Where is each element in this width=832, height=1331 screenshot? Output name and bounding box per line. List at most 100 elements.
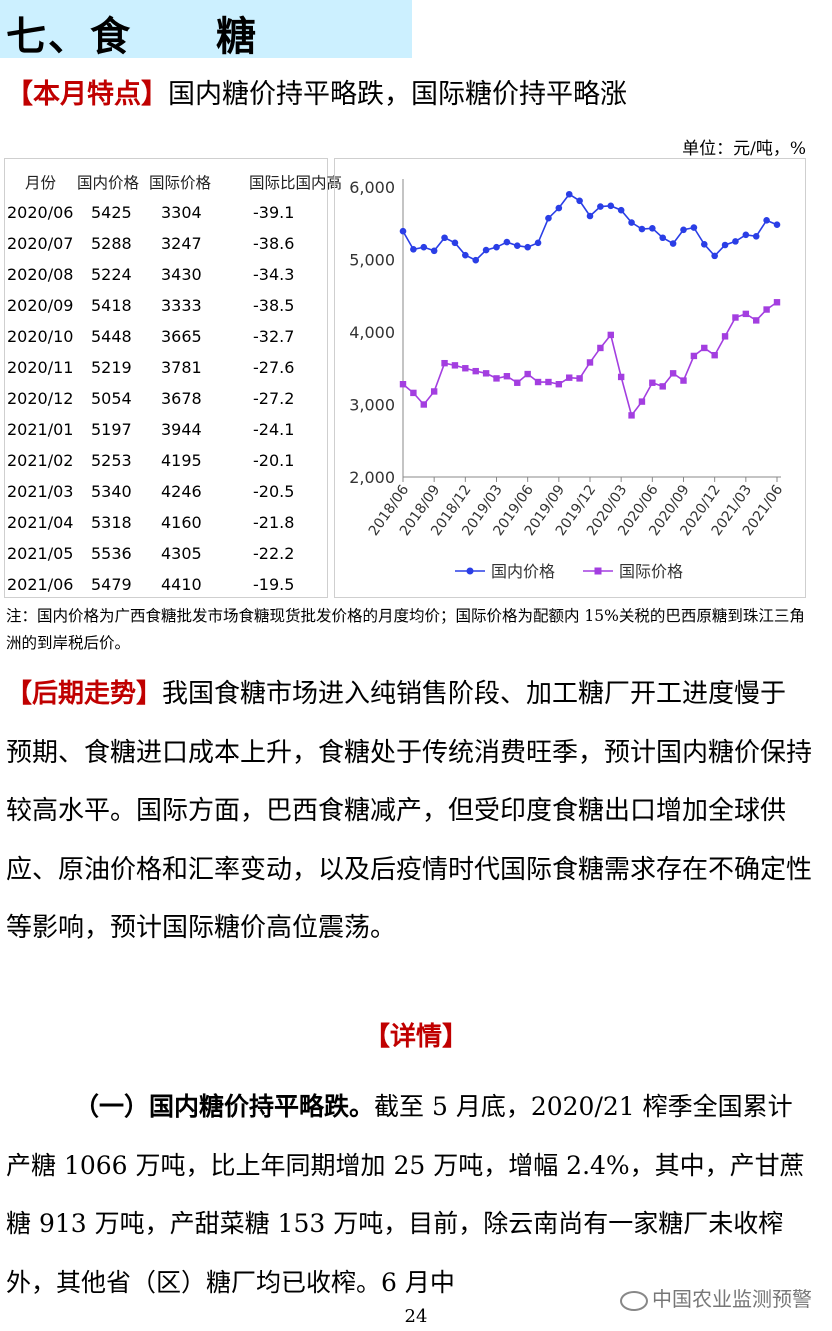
- data-point: [410, 246, 417, 253]
- y-tick-label: 3,000: [349, 396, 395, 415]
- data-point: [597, 203, 604, 210]
- table-cell: -34.3: [253, 265, 295, 284]
- data-point: [441, 234, 448, 242]
- table-cell: 5448: [91, 327, 132, 346]
- data-point: [752, 233, 760, 240]
- data-point: [649, 225, 656, 232]
- table-cell: -38.5: [253, 296, 295, 315]
- data-point: [534, 239, 542, 247]
- data-point: [503, 373, 511, 380]
- outlook-tag: 【后期走势】: [6, 679, 163, 709]
- data-point: [545, 378, 552, 386]
- table-cell: -20.5: [253, 482, 295, 501]
- table-cell: 5288: [91, 234, 132, 253]
- table-cell: -24.1: [253, 420, 295, 439]
- table-cell: 3333: [161, 296, 202, 315]
- table-cell: -19.5: [253, 575, 295, 594]
- table-cell: -27.2: [253, 389, 295, 408]
- table-cell: -27.6: [253, 358, 295, 377]
- feature-text: 国内糖价持平略跌，国际糖价持平略涨: [168, 79, 627, 110]
- page-number: 24: [404, 1306, 428, 1327]
- data-point: [721, 241, 729, 249]
- data-point: [513, 242, 521, 250]
- data-point: [628, 219, 635, 226]
- data-point: [649, 379, 656, 386]
- table-header-row: 月份 国内价格 国际价格 国际比国内高: [5, 167, 342, 198]
- table-cell: 5425: [91, 203, 132, 222]
- table-header-cell: 月份: [25, 174, 57, 192]
- data-point: [399, 227, 407, 235]
- data-point: [555, 381, 563, 388]
- data-point: [669, 370, 677, 377]
- price-table: 月份 国内价格 国际价格 国际比国内高 2020/06 5425 3304 -39.1 2020…: [4, 158, 342, 598]
- price-chart: 2,000 3,000 4,000 5,000 6,000 2018/06 2018/09 2…: [334, 158, 806, 598]
- data-point: [617, 373, 625, 381]
- data-point: [555, 204, 563, 212]
- table-cell: 5253: [91, 451, 132, 470]
- detail-bold-lead: （一）国内糖价持平略跌。: [74, 1092, 375, 1121]
- data-point: [482, 246, 490, 254]
- table-cell: 4410: [161, 575, 202, 594]
- table-cell: 4195: [161, 451, 202, 470]
- data-point: [680, 226, 687, 234]
- data-point: [763, 306, 770, 313]
- table-cell: 5224: [91, 265, 132, 284]
- unit-label: 单位：元/吨，%: [682, 139, 806, 159]
- table-header-cell: 国际价格: [149, 174, 212, 192]
- data-point: [701, 344, 708, 352]
- data-point: [482, 370, 490, 377]
- series-line-2: [402, 301, 778, 418]
- data-point: [638, 225, 646, 233]
- data-point: [659, 383, 666, 390]
- table-cell: 5318: [91, 513, 132, 532]
- data-point: [732, 314, 739, 321]
- table-row: 2020/06 5425 3304 -39.1: [5, 199, 327, 230]
- data-point: [617, 206, 625, 214]
- data-point: [524, 243, 531, 251]
- table-cell: 2020/09: [7, 296, 74, 315]
- outlook-text: 我国食糖市场进入纯销售阶段、加工糖厂开工进度慢于预期、食糖进口成本上升，食糖处于…: [6, 679, 813, 943]
- table-cell: 2021/05: [7, 544, 74, 563]
- detail-paragraph: （一）国内糖价持平略跌。截至 5 月底，2020/21 榨季全国累计产糖 106…: [6, 1078, 812, 1312]
- data-point: [773, 299, 781, 306]
- y-tick-label: 6,000: [349, 178, 395, 197]
- data-point: [586, 212, 594, 220]
- table-row: 2020/11 5219 3781 -27.6: [5, 354, 327, 385]
- table-cell: 5219: [91, 358, 132, 377]
- data-point: [566, 374, 573, 381]
- legend-marker: [594, 567, 602, 575]
- data-point: [410, 389, 417, 397]
- price-line-chart: 2,0003,0004,0005,0006,0002018/062018/092…: [349, 178, 786, 581]
- table-cell: 5418: [91, 296, 132, 315]
- table-cell: 2021/01: [7, 420, 74, 439]
- legend-label: 国际价格: [619, 562, 683, 581]
- wechat-icon: [620, 1290, 648, 1311]
- data-point: [462, 251, 469, 259]
- data-point: [721, 333, 729, 340]
- table-cell: 4305: [161, 544, 202, 563]
- table-cell: 2021/03: [7, 482, 74, 501]
- detail-text: 截至 5 月底，2020/21 榨季全国累计产糖 1066 万吨，比上年同期增加…: [6, 1092, 805, 1297]
- data-point: [514, 379, 521, 386]
- table-row: 2021/04 5318 4160 -21.8: [5, 509, 327, 540]
- watermark: 中国农业监测预警: [620, 1283, 812, 1312]
- y-tick-label: 4,000: [349, 323, 395, 342]
- table-cell: 2020/11: [7, 358, 74, 377]
- data-point: [451, 239, 459, 247]
- table-cell: 2020/12: [7, 389, 74, 408]
- data-point: [763, 217, 770, 224]
- data-point: [732, 238, 739, 245]
- table-cell: 5054: [91, 389, 132, 408]
- table-row: 2020/07 5288 3247 -38.6: [5, 230, 327, 261]
- data-point: [586, 359, 594, 366]
- table-row: 2020/12 5054 3678 -27.2: [5, 385, 327, 416]
- table-cell: -39.1: [253, 203, 295, 222]
- data-point: [545, 214, 552, 222]
- data-point: [690, 352, 698, 360]
- data-point: [607, 331, 614, 339]
- table-cell: 5340: [91, 482, 132, 501]
- data-point: [773, 221, 781, 228]
- table-cell: 3944: [161, 420, 202, 439]
- data-point: [576, 375, 583, 382]
- table-cell: 2021/02: [7, 451, 74, 470]
